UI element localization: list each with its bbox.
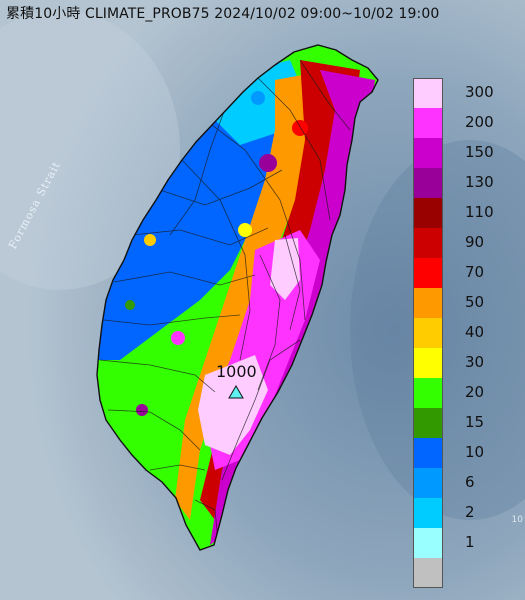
- legend-label: 50: [465, 293, 485, 311]
- legend-swatch: [413, 408, 443, 438]
- legend-swatch: [413, 258, 443, 288]
- legend-label: 1: [465, 533, 475, 551]
- triangle-marker-icon: [228, 385, 244, 399]
- legend-swatch: [413, 558, 443, 588]
- legend-swatch: [413, 528, 443, 558]
- legend-label: 300: [465, 83, 494, 101]
- legend-label: 130: [465, 173, 494, 191]
- legend-swatch: [413, 228, 443, 258]
- legend-label: 6: [465, 473, 475, 491]
- legend-label: 110: [465, 203, 494, 221]
- county-boundaries: [99, 59, 351, 541]
- shallow-sea-shade: [0, 10, 180, 290]
- legend-label: 40: [465, 323, 485, 341]
- legend-label: 90: [465, 233, 485, 251]
- legend-swatch: [413, 198, 443, 228]
- legend-swatch: [413, 78, 443, 108]
- legend-label: 150: [465, 143, 494, 161]
- legend-label: 30: [465, 353, 485, 371]
- legend-label: 70: [465, 263, 485, 281]
- edge-label: 10: [511, 515, 523, 525]
- island-coastline: [96, 44, 379, 551]
- legend-swatch: [413, 108, 443, 138]
- legend-label: 200: [465, 113, 494, 131]
- map-title: 累積10小時 CLIMATE_PROB75 2024/10/02 09:00~1…: [6, 6, 440, 22]
- legend-swatch: [413, 168, 443, 198]
- peak-value-label: 1000: [216, 362, 257, 381]
- legend-label: 15: [465, 413, 485, 431]
- legend-swatch: [413, 288, 443, 318]
- legend-swatch: [413, 348, 443, 378]
- legend-label: 10: [465, 443, 485, 461]
- legend-swatch: [413, 318, 443, 348]
- legend-swatch: [413, 438, 443, 468]
- legend-swatch: [413, 468, 443, 498]
- legend-label: 20: [465, 383, 485, 401]
- legend-label: 2: [465, 503, 475, 521]
- legend-swatch: [413, 138, 443, 168]
- legend-swatch: [413, 378, 443, 408]
- legend-swatch: [413, 498, 443, 528]
